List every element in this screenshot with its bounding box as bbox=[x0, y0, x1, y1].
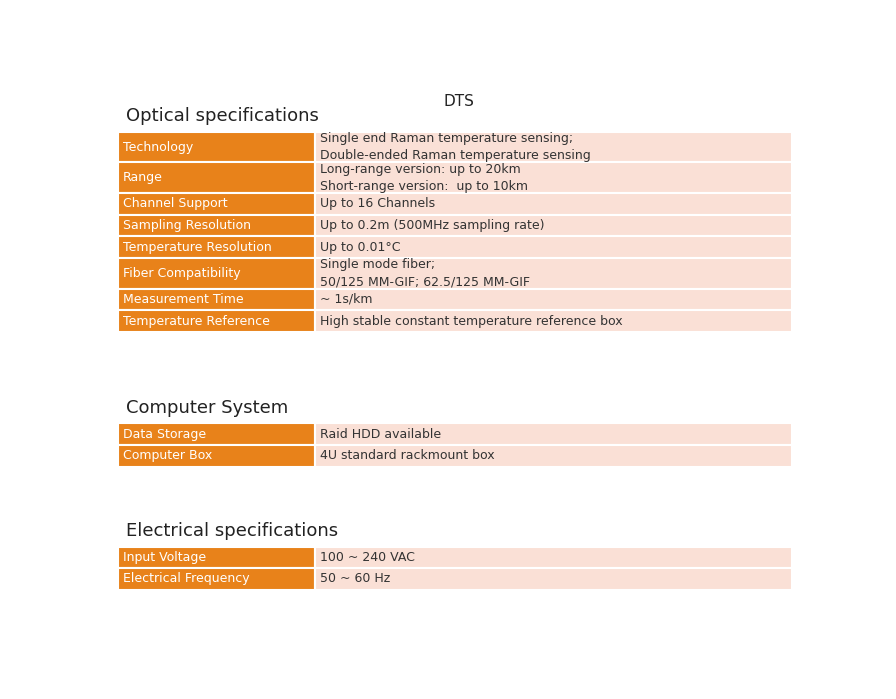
Text: Single mode fiber;
50/125 MM-GIF; 62.5/125 MM-GIF: Single mode fiber; 50/125 MM-GIF; 62.5/1… bbox=[320, 259, 530, 288]
Bar bbox=[118, 258, 315, 289]
Text: Raid HDD available: Raid HDD available bbox=[320, 428, 441, 441]
Bar bbox=[118, 236, 315, 258]
Bar bbox=[315, 424, 792, 445]
Bar bbox=[315, 131, 792, 162]
Bar bbox=[315, 162, 792, 193]
Bar bbox=[315, 289, 792, 310]
Text: Electrical Frequency: Electrical Frequency bbox=[123, 572, 249, 586]
Text: High stable constant temperature reference box: High stable constant temperature referen… bbox=[320, 315, 623, 328]
Bar bbox=[118, 215, 315, 236]
Bar bbox=[315, 568, 792, 590]
Bar bbox=[118, 424, 315, 445]
Text: Sampling Resolution: Sampling Resolution bbox=[123, 219, 251, 232]
Text: Input Voltage: Input Voltage bbox=[123, 551, 206, 564]
Text: Computer System: Computer System bbox=[126, 399, 289, 417]
Bar bbox=[315, 236, 792, 258]
Bar bbox=[315, 547, 792, 568]
Text: 100 ~ 240 VAC: 100 ~ 240 VAC bbox=[320, 551, 415, 564]
Bar bbox=[118, 131, 315, 162]
Bar bbox=[118, 289, 315, 310]
Text: Single end Raman temperature sensing;
Double-ended Raman temperature sensing: Single end Raman temperature sensing; Do… bbox=[320, 132, 590, 162]
Text: Measurement Time: Measurement Time bbox=[123, 293, 244, 306]
Bar bbox=[315, 258, 792, 289]
Text: 4U standard rackmount box: 4U standard rackmount box bbox=[320, 449, 495, 462]
Text: Long-range version: up to 20km
Short-range version:  up to 10km: Long-range version: up to 20km Short-ran… bbox=[320, 163, 528, 193]
Text: Up to 0.2m (500MHz sampling rate): Up to 0.2m (500MHz sampling rate) bbox=[320, 219, 544, 232]
Text: Temperature Resolution: Temperature Resolution bbox=[123, 240, 271, 254]
Bar bbox=[118, 310, 315, 332]
Text: Optical specifications: Optical specifications bbox=[126, 107, 319, 125]
Text: DTS: DTS bbox=[444, 94, 475, 109]
Text: Up to 0.01°C: Up to 0.01°C bbox=[320, 240, 401, 254]
Bar bbox=[118, 445, 315, 466]
Bar bbox=[315, 193, 792, 215]
Text: Computer Box: Computer Box bbox=[123, 449, 212, 462]
Bar bbox=[315, 215, 792, 236]
Text: Range: Range bbox=[123, 171, 163, 185]
Bar bbox=[118, 568, 315, 590]
Bar bbox=[315, 310, 792, 332]
Text: Technology: Technology bbox=[123, 140, 194, 154]
Bar bbox=[315, 445, 792, 466]
Text: ~ 1s/km: ~ 1s/km bbox=[320, 293, 372, 306]
Bar bbox=[118, 547, 315, 568]
Text: Up to 16 Channels: Up to 16 Channels bbox=[320, 198, 435, 210]
Text: Channel Support: Channel Support bbox=[123, 198, 228, 210]
Bar bbox=[118, 162, 315, 193]
Text: 50 ~ 60 Hz: 50 ~ 60 Hz bbox=[320, 572, 390, 586]
Text: Data Storage: Data Storage bbox=[123, 428, 206, 441]
Text: Fiber Compatibility: Fiber Compatibility bbox=[123, 267, 240, 280]
Text: Electrical specifications: Electrical specifications bbox=[126, 522, 338, 540]
Bar bbox=[118, 193, 315, 215]
Text: Temperature Reference: Temperature Reference bbox=[123, 315, 270, 328]
